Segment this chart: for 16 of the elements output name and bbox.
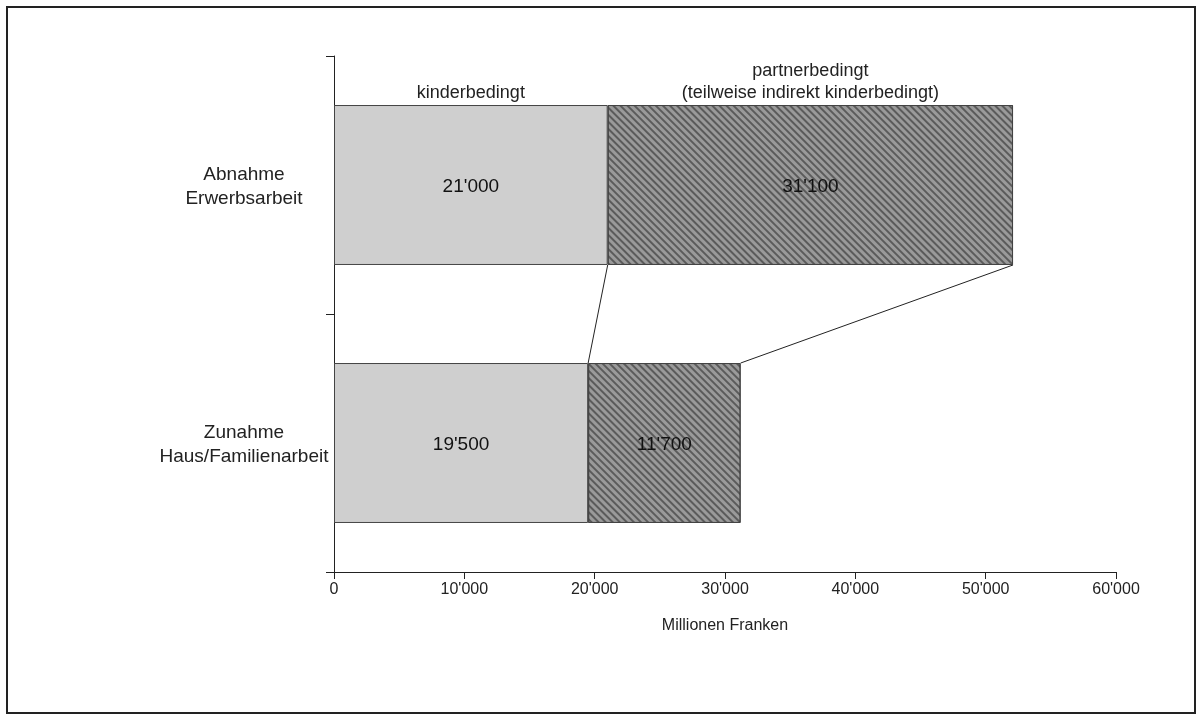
- x-tick-label: 50'000: [961, 579, 1010, 597]
- x-tick-label: 10'000: [440, 579, 489, 597]
- data-label: 19'500: [432, 432, 490, 454]
- x-tick-label: 0: [329, 579, 339, 597]
- x-axis-title: Millionen Franken: [661, 615, 789, 633]
- series-label: kinderbedingt: [416, 82, 525, 103]
- x-tick-label: 30'000: [701, 579, 749, 597]
- x-tick-label: 20'000: [570, 579, 619, 597]
- data-label: 21'000: [442, 174, 500, 196]
- y-tick-label: Abnahme Erwerbsarbeit: [185, 162, 304, 208]
- x-tick-label: 40'000: [831, 579, 880, 597]
- data-label: 11'700: [636, 432, 692, 454]
- series-label: partnerbedingt (teilweise indirekt kinderbedingt): [681, 60, 939, 103]
- y-tick-label: Zunahme Haus/Familienarbeit: [159, 420, 330, 466]
- data-label: 31'100: [782, 174, 839, 196]
- x-tick-label: 60'000: [1092, 579, 1140, 597]
